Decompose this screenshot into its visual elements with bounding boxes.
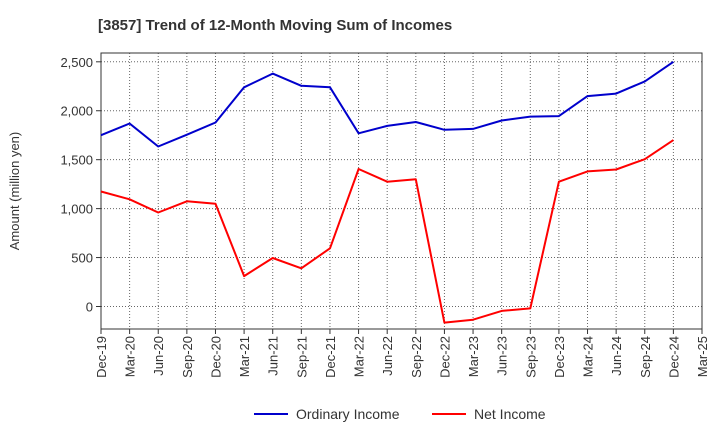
x-tick-label: Sep-20 — [180, 336, 195, 378]
y-axis-label: Amount (million yen) — [7, 132, 22, 251]
x-tick-label: Jun-20 — [151, 336, 166, 376]
x-tick-label: Mar-25 — [695, 336, 710, 377]
y-tick-label: 0 — [86, 299, 93, 314]
y-tick-label: 1,000 — [60, 202, 93, 217]
x-tick-label: Mar-24 — [581, 336, 596, 377]
legend-label: Ordinary Income — [296, 406, 400, 422]
x-tick-label: Dec-22 — [437, 336, 452, 378]
x-tick-label: Dec-20 — [208, 336, 223, 378]
x-tick-label: Mar-20 — [123, 336, 138, 377]
x-tick-label: Sep-22 — [409, 336, 424, 378]
legend-label: Net Income — [474, 406, 546, 422]
y-tick-label: 500 — [71, 251, 93, 266]
x-tick-label: Jun-23 — [495, 336, 510, 376]
x-tick-label: Dec-24 — [666, 336, 681, 378]
x-tick-label: Jun-24 — [609, 336, 624, 376]
x-tick-label: Mar-21 — [237, 336, 252, 377]
y-tick-label: 2,500 — [60, 55, 93, 70]
x-tick-label: Sep-23 — [523, 336, 538, 378]
plot-frame — [100, 52, 703, 330]
x-tick-label: Sep-21 — [294, 336, 309, 378]
series-line-net-income — [100, 139, 674, 324]
x-tick-label: Mar-22 — [352, 336, 367, 377]
x-tick-label: Dec-19 — [94, 336, 109, 378]
x-tick-label: Sep-24 — [638, 336, 653, 378]
legend: Ordinary Income Net Income — [254, 406, 546, 422]
grid-lines — [101, 53, 702, 329]
x-tick-label: Jun-21 — [266, 336, 281, 376]
chart-title: [3857] Trend of 12-Month Moving Sum of I… — [98, 17, 452, 34]
series-lines — [100, 60, 674, 324]
x-tick-label: Jun-22 — [380, 336, 395, 376]
series-line-ordinary-income — [100, 60, 674, 148]
x-tick-label: Dec-23 — [552, 336, 567, 378]
x-tick-label: Dec-21 — [323, 336, 338, 378]
y-tick-label: 2,000 — [60, 104, 93, 119]
y-tick-labels: 0 500 1,000 1,500 2,000 2,500 — [60, 55, 101, 314]
x-tick-labels: Dec-19 Mar-20 Jun-20 Sep-20 Dec-20 Mar-21 Jun-… — [94, 329, 710, 378]
x-tick-label: Mar-23 — [466, 336, 481, 377]
y-tick-label: 1,500 — [60, 153, 93, 168]
